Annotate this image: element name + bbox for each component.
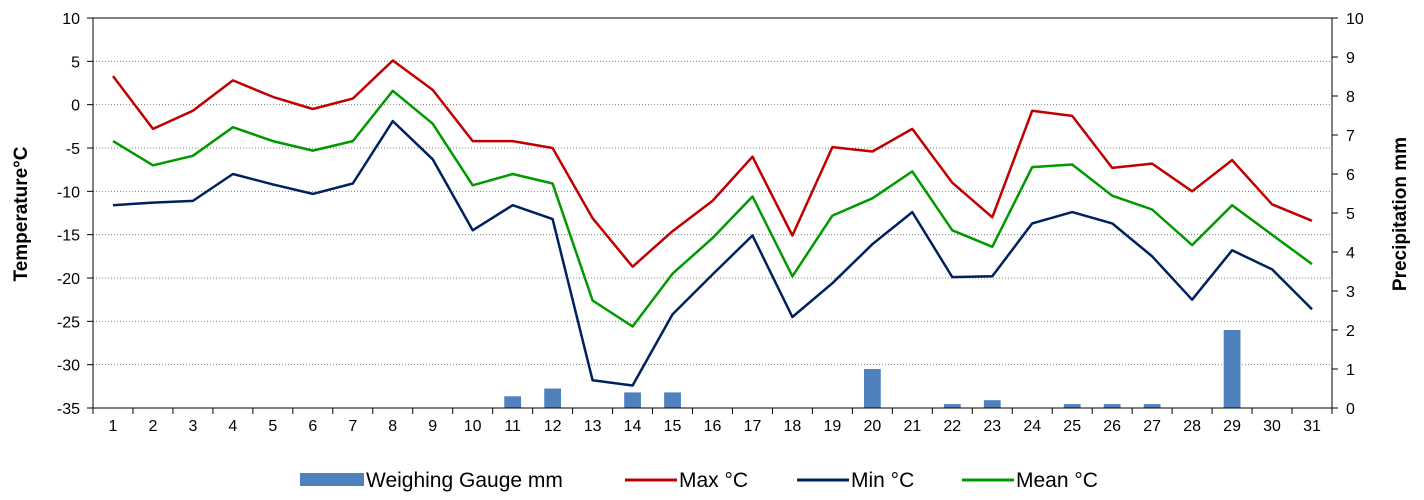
legend: Weighing Gauge mm Max °C Min °C Mean °C xyxy=(300,469,1098,492)
legend-label-min: Min °C xyxy=(851,469,914,492)
x-tick-label: 19 xyxy=(824,418,842,435)
left-tick-label: -15 xyxy=(57,228,80,245)
left-axis-title: Temperature°C xyxy=(11,146,32,281)
series-line-min xyxy=(112,119,1313,387)
precip-bar xyxy=(1143,404,1161,408)
x-tick-label: 14 xyxy=(624,418,642,435)
legend-label-weighing-gauge: Weighing Gauge mm xyxy=(366,469,563,492)
left-tick-label: -20 xyxy=(57,271,80,288)
x-tick-label: 15 xyxy=(664,418,682,435)
precip-bar xyxy=(544,388,562,408)
precipitation-bars xyxy=(504,330,1241,408)
x-tick-label: 30 xyxy=(1263,418,1281,435)
x-tick-label: 16 xyxy=(704,418,722,435)
legend-label-mean: Mean °C xyxy=(1016,469,1098,492)
x-tick-label: 10 xyxy=(464,418,482,435)
precip-bar xyxy=(1103,404,1121,408)
x-tick-label: 24 xyxy=(1023,418,1041,435)
right-tick-label: 9 xyxy=(1346,50,1355,67)
precip-bar xyxy=(624,392,641,408)
left-tick-label: -35 xyxy=(57,401,80,418)
x-tick-label: 21 xyxy=(903,418,921,435)
x-tick-label: 9 xyxy=(428,418,437,435)
left-tick-label: 10 xyxy=(62,11,80,28)
left-tick-label: -5 xyxy=(66,141,80,158)
series-line-max xyxy=(112,59,1313,268)
left-tick-label: 5 xyxy=(71,54,80,71)
right-tick-label: 5 xyxy=(1346,206,1355,223)
x-tick-label: 25 xyxy=(1063,418,1081,435)
precip-bar xyxy=(863,369,881,408)
x-tick-label: 18 xyxy=(784,418,802,435)
x-tick-label: 28 xyxy=(1183,418,1201,435)
right-tick-label: 4 xyxy=(1346,245,1355,262)
right-tick-label: 8 xyxy=(1346,89,1355,106)
series-line-mean xyxy=(112,89,1313,328)
precip-bar xyxy=(1223,330,1241,408)
gridlines xyxy=(93,60,1332,366)
x-tick-label: 17 xyxy=(744,418,762,435)
precip-bar xyxy=(983,400,1001,408)
precip-bar xyxy=(943,404,961,408)
right-tick-label: 6 xyxy=(1346,167,1355,184)
right-tick-label: 2 xyxy=(1346,323,1355,340)
legend-label-max: Max °C xyxy=(679,469,748,492)
x-tick-label: 7 xyxy=(348,418,357,435)
right-tick-label: 7 xyxy=(1346,128,1355,145)
left-tick-label: -10 xyxy=(57,184,80,201)
right-tick-label: 1 xyxy=(1346,362,1355,379)
x-tick-label: 3 xyxy=(188,418,197,435)
left-tick-label: 0 xyxy=(71,98,80,115)
x-tick-label: 12 xyxy=(544,418,562,435)
x-tick-label: 22 xyxy=(943,418,961,435)
left-tick-label: -25 xyxy=(57,314,80,331)
precip-bar xyxy=(664,392,681,408)
plot-area-border xyxy=(92,17,1333,409)
x-tick-label: 27 xyxy=(1143,418,1161,435)
legend-swatch-weighing-gauge xyxy=(300,473,364,486)
precip-bar xyxy=(504,396,522,408)
temperature-lines xyxy=(112,59,1313,387)
x-tick-label: 23 xyxy=(983,418,1001,435)
right-tick-label: 0 xyxy=(1346,401,1355,418)
x-tick-label: 1 xyxy=(109,418,118,435)
x-tick-label: 5 xyxy=(268,418,277,435)
right-axis-title: Precipitation mm xyxy=(1390,137,1411,291)
x-tick-label: 8 xyxy=(388,418,397,435)
right-tick-label: 10 xyxy=(1346,11,1364,28)
x-tick-label: 11 xyxy=(504,418,521,435)
x-tick-label: 26 xyxy=(1103,418,1121,435)
precip-bar xyxy=(1063,404,1081,408)
x-tick-label: 13 xyxy=(584,418,602,435)
x-tick-label: 20 xyxy=(863,418,881,435)
x-tick-label: 31 xyxy=(1303,418,1321,435)
x-tick-label: 29 xyxy=(1223,418,1241,435)
right-tick-label: 3 xyxy=(1346,284,1355,301)
x-tick-label: 4 xyxy=(228,418,237,435)
left-tick-label: -30 xyxy=(57,358,80,375)
x-tick-label: 2 xyxy=(148,418,157,435)
x-tick-label: 6 xyxy=(308,418,317,435)
